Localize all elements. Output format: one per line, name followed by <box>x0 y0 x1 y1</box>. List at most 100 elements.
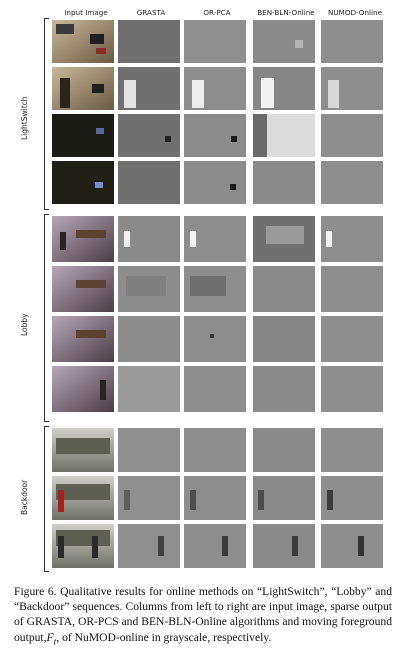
lightswitch-row-2 <box>52 67 383 110</box>
backdoor-row-1 <box>52 428 383 472</box>
lobby-row-4 <box>52 366 383 412</box>
input-image-person <box>100 380 106 400</box>
column-header-numod-online: NUMOD-Online <box>327 8 382 17</box>
or-pca-output <box>184 161 246 204</box>
numod-online-output <box>321 266 383 312</box>
numod-online-output <box>321 161 383 204</box>
group-bracket-lightswitch <box>44 18 49 210</box>
or-pca-silhouette <box>192 80 204 108</box>
grasta-output <box>118 316 180 362</box>
input-image <box>52 316 114 362</box>
or-pca-blob <box>231 136 237 142</box>
lobby-row-2 <box>52 266 383 312</box>
input-image-person-left <box>58 536 64 558</box>
input-image-counter <box>76 230 106 238</box>
or-pca-output <box>184 316 246 362</box>
ben-bln-online-output <box>253 428 315 472</box>
or-pca-silhouette <box>190 490 196 510</box>
numod-online-output <box>321 316 383 362</box>
grasta-blob <box>165 136 171 142</box>
grasta-output <box>118 114 180 157</box>
lightswitch-row-3 <box>52 114 383 157</box>
or-pca-ghost <box>190 276 226 296</box>
column-header-or-pca: OR-PCA <box>203 8 231 17</box>
or-pca-output <box>184 366 246 412</box>
numod-online-silhouette <box>327 490 333 510</box>
grasta-silhouette <box>124 490 130 510</box>
input-image-person-right <box>92 536 98 558</box>
column-header-grasta: GRASTA <box>136 8 166 17</box>
ben-bln-online-dark <box>253 114 267 157</box>
grasta-output <box>118 524 180 568</box>
caption-text-prefix: Figure 6. Qualitative results for online… <box>14 585 392 644</box>
input-image-monitor <box>90 34 104 44</box>
input-image-shelf <box>56 24 74 34</box>
ben-bln-online-output <box>253 366 315 412</box>
column-header-ben-bln-online: BEN-BLN-Online <box>257 8 315 17</box>
caption-math-sub: t <box>53 635 57 647</box>
input-image <box>52 114 114 157</box>
or-pca-blob <box>210 334 214 338</box>
input-image <box>52 266 114 312</box>
numod-online-silhouette <box>328 80 339 108</box>
numod-online-output <box>321 114 383 157</box>
numod-online-output <box>321 20 383 63</box>
grasta-output <box>118 161 180 204</box>
ben-bln-online-blob <box>295 40 303 48</box>
ben-bln-online-output <box>253 161 315 204</box>
lightswitch-row-1 <box>52 20 383 63</box>
caption-text-suffix: , of NuMOD-online in grayscale, respecti… <box>56 630 272 644</box>
results-grid <box>52 20 383 568</box>
input-image-counter <box>76 280 106 288</box>
input-image-building <box>56 530 110 546</box>
input-image-desk-red <box>96 48 106 54</box>
ben-bln-online-output <box>253 316 315 362</box>
group-bracket-lobby <box>44 214 49 422</box>
or-pca-output <box>184 20 246 63</box>
grasta-silhouette <box>158 536 164 556</box>
input-image-monitor <box>92 84 104 93</box>
group-bracket-backdoor <box>44 426 49 572</box>
numod-online-silhouette <box>358 536 364 556</box>
ben-bln-online-silhouette <box>292 536 298 556</box>
input-image-person <box>60 232 66 250</box>
lightswitch-row-4 <box>52 161 383 204</box>
input-image-building <box>56 484 110 500</box>
caption-math: Ft <box>46 630 57 647</box>
input-image-glow <box>96 128 104 134</box>
grasta-output <box>118 366 180 412</box>
backdoor-row-2 <box>52 476 383 520</box>
ben-bln-online-silhouette <box>258 490 264 510</box>
figure-caption: Figure 6. Qualitative results for online… <box>14 584 392 649</box>
or-pca-output <box>184 428 246 472</box>
ben-bln-online-output <box>253 266 315 312</box>
ben-bln-online-silhouette <box>261 78 274 108</box>
or-pca-blob <box>230 184 236 190</box>
grasta-output <box>118 20 180 63</box>
lobby-row-1 <box>52 216 383 262</box>
column-header-input-image: Input Image <box>64 8 108 17</box>
or-pca-output <box>184 524 246 568</box>
numod-online-output <box>321 524 383 568</box>
lobby-row-3 <box>52 316 383 362</box>
or-pca-silhouette <box>222 536 228 556</box>
or-pca-output <box>184 114 246 157</box>
input-image-glow <box>95 182 103 188</box>
numod-online-silhouette <box>326 231 332 247</box>
input-image <box>52 161 114 204</box>
ben-bln-online-output <box>253 20 315 63</box>
grasta-output <box>118 428 180 472</box>
or-pca-silhouette <box>190 231 196 247</box>
backdoor-row-3 <box>52 524 383 568</box>
input-image-counter <box>76 330 106 338</box>
input-image-person <box>58 490 64 512</box>
ben-bln-online-output <box>253 524 315 568</box>
numod-online-output <box>321 366 383 412</box>
input-image-person <box>60 78 70 108</box>
grasta-silhouette <box>124 80 136 108</box>
grasta-ghost <box>126 276 166 296</box>
numod-online-output <box>321 428 383 472</box>
ben-bln-online-ghost <box>266 226 304 244</box>
caption-math-f: F <box>46 630 54 644</box>
